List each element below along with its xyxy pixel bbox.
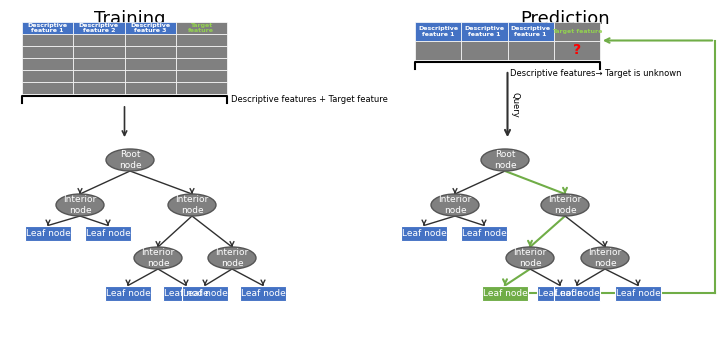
Text: Descriptive
feature 3: Descriptive feature 3 [130, 23, 170, 33]
Text: Descriptive features + Target feature: Descriptive features + Target feature [231, 95, 388, 103]
Bar [22, 70, 73, 82]
Bar [73, 70, 125, 82]
Text: Query: Query [510, 92, 520, 118]
Text: Root
node: Root node [494, 150, 516, 170]
Ellipse shape [208, 247, 256, 269]
Ellipse shape [56, 194, 104, 216]
Bar [25, 226, 71, 241]
Bar [176, 46, 227, 58]
Text: Leaf node: Leaf node [26, 228, 71, 237]
Text: Descriptive
feature 2: Descriptive feature 2 [78, 23, 119, 33]
Bar [73, 58, 125, 70]
Text: Leaf node: Leaf node [538, 289, 582, 297]
Bar [22, 22, 73, 34]
Text: Interior
node: Interior node [588, 248, 621, 268]
Ellipse shape [106, 149, 154, 171]
Bar [73, 82, 125, 94]
Bar [176, 70, 227, 82]
Text: Descriptive
feature 1: Descriptive feature 1 [464, 26, 505, 37]
Text: Training: Training [94, 10, 166, 28]
Bar [240, 285, 286, 300]
Text: Interior
node: Interior node [176, 195, 209, 215]
Ellipse shape [581, 247, 629, 269]
Text: Descriptive
feature 1: Descriptive feature 1 [27, 23, 68, 33]
Bar [125, 58, 176, 70]
Bar [401, 226, 447, 241]
Bar [73, 46, 125, 58]
Text: Leaf node: Leaf node [240, 289, 285, 297]
Bar [176, 34, 227, 46]
Bar [125, 22, 176, 34]
Bar [482, 285, 528, 300]
Bar [508, 22, 554, 41]
Text: Leaf node: Leaf node [106, 289, 150, 297]
Ellipse shape [541, 194, 589, 216]
Bar [554, 22, 600, 41]
Bar [163, 285, 209, 300]
Bar [176, 82, 227, 94]
Bar [415, 22, 462, 41]
Text: Leaf node: Leaf node [402, 228, 446, 237]
Text: Leaf node: Leaf node [462, 228, 506, 237]
Text: Interior
node: Interior node [549, 195, 582, 215]
Text: Root
node: Root node [119, 150, 141, 170]
Bar [73, 34, 125, 46]
Bar [125, 34, 176, 46]
Bar [22, 34, 73, 46]
Bar [176, 22, 227, 34]
Text: Interior
node: Interior node [215, 248, 248, 268]
Text: Descriptive
feature 1: Descriptive feature 1 [510, 26, 551, 37]
Bar [73, 22, 125, 34]
Ellipse shape [481, 149, 529, 171]
Bar [554, 41, 600, 60]
Text: Target
feature: Target feature [189, 23, 215, 33]
Bar [537, 285, 583, 300]
Text: Leaf node: Leaf node [554, 289, 599, 297]
Bar [85, 226, 131, 241]
Text: Target feature: Target feature [552, 29, 602, 34]
Bar [22, 46, 73, 58]
Bar [22, 82, 73, 94]
Text: ?: ? [573, 44, 581, 58]
Text: Interior
node: Interior node [141, 248, 175, 268]
Bar [22, 58, 73, 70]
Bar [125, 46, 176, 58]
Ellipse shape [506, 247, 554, 269]
Text: Leaf node: Leaf node [183, 289, 228, 297]
Text: Leaf node: Leaf node [482, 289, 527, 297]
Bar [462, 22, 508, 41]
Text: Leaf node: Leaf node [616, 289, 660, 297]
Text: Interior
node: Interior node [63, 195, 96, 215]
Text: Interior
node: Interior node [438, 195, 472, 215]
Bar [461, 226, 507, 241]
Bar [615, 285, 661, 300]
Bar [415, 41, 462, 60]
Bar [105, 285, 151, 300]
Bar [125, 82, 176, 94]
Text: Prediction: Prediction [520, 10, 610, 28]
Bar [462, 41, 508, 60]
Ellipse shape [431, 194, 479, 216]
Text: Leaf node: Leaf node [163, 289, 208, 297]
Bar [125, 70, 176, 82]
Text: Leaf node: Leaf node [86, 228, 130, 237]
Ellipse shape [134, 247, 182, 269]
Bar [182, 285, 228, 300]
Bar [554, 285, 600, 300]
Text: Interior
node: Interior node [513, 248, 546, 268]
Ellipse shape [168, 194, 216, 216]
Bar [176, 58, 227, 70]
Text: Descriptive
feature 1: Descriptive feature 1 [418, 26, 458, 37]
Text: Descriptive features→ Target is unknown: Descriptive features→ Target is unknown [510, 69, 681, 78]
Bar [508, 41, 554, 60]
